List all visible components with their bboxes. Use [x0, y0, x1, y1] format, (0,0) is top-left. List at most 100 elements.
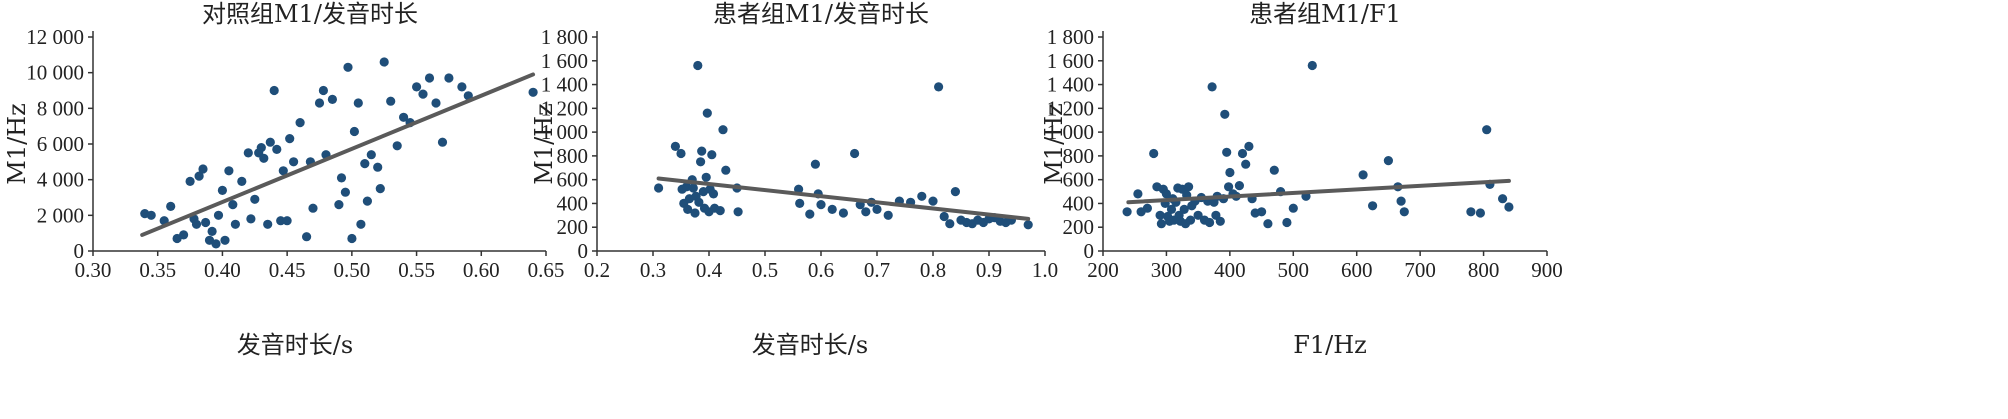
- y-tick-label: 1 200: [541, 96, 588, 120]
- scatter-point: [246, 214, 256, 224]
- y-tick-label: 6 000: [37, 132, 84, 156]
- scatter-point: [340, 187, 350, 197]
- scatter-point: [795, 198, 805, 208]
- scatter-point: [276, 216, 286, 226]
- scatter-point: [243, 148, 253, 158]
- x-tick-label: 0.30: [75, 258, 112, 282]
- scatter-point: [366, 150, 376, 160]
- scatter-point: [191, 219, 202, 229]
- scatter-point: [1466, 207, 1476, 217]
- x-tick-label: 0.6: [808, 258, 834, 282]
- y-tick-label: 800: [1063, 144, 1095, 168]
- scatter-point: [1222, 147, 1232, 157]
- y-tick-label: 1 400: [1047, 73, 1094, 97]
- scatter-point: [263, 219, 273, 229]
- scatter-point: [939, 211, 949, 222]
- scatter-point: [282, 216, 292, 226]
- x-axis-label: 发音时长/s: [237, 331, 353, 359]
- scatter-point: [1263, 219, 1273, 229]
- scatter-point: [1368, 201, 1378, 211]
- scatter-point: [379, 57, 389, 67]
- scatter-point: [816, 200, 826, 210]
- scatter-point: [1482, 125, 1492, 135]
- scatter-point: [289, 157, 299, 167]
- scatter-point: [654, 183, 664, 193]
- y-tick-label: 800: [557, 144, 589, 168]
- scatter-point: [228, 200, 238, 210]
- scatter-point: [707, 150, 717, 160]
- scatter-point: [295, 118, 305, 128]
- x-tick-label: 0.45: [269, 258, 306, 282]
- scatter-point: [179, 230, 189, 240]
- regression-line: [140, 72, 536, 237]
- scatter-point: [810, 159, 820, 169]
- scatter-point: [318, 85, 328, 96]
- y-tick-label: 2 000: [37, 203, 84, 227]
- scatter-point: [690, 208, 700, 218]
- scatter-point: [1224, 182, 1234, 192]
- scatter-point: [676, 148, 686, 159]
- x-tick-label: 0.65: [528, 258, 565, 282]
- scatter-point: [349, 126, 359, 137]
- scatter-point: [1023, 220, 1033, 230]
- x-tick-label: 0.5: [752, 258, 778, 282]
- scatter-point: [718, 125, 728, 135]
- scatter-point: [1475, 208, 1485, 218]
- scatter-point: [207, 226, 217, 236]
- scatter-point: [1396, 196, 1406, 206]
- scatter-point: [353, 98, 363, 108]
- y-axis-label: M1/Hz: [3, 103, 31, 185]
- scatter-point: [683, 204, 693, 214]
- y-tick-label: 1 000: [541, 120, 588, 144]
- scatter-point: [302, 232, 312, 242]
- scatter-point: [362, 196, 372, 206]
- scatter-point: [230, 219, 240, 229]
- scatter-point: [917, 191, 927, 201]
- scatter-point: [336, 173, 347, 183]
- x-tick-label: 500: [1278, 258, 1310, 282]
- scatter-point: [224, 166, 234, 176]
- scatter-point: [702, 108, 712, 118]
- scatter-point: [201, 217, 211, 228]
- scatter-point: [928, 196, 938, 206]
- scatter-point: [838, 208, 848, 218]
- scatter-point: [272, 144, 282, 154]
- y-tick-label: 10 000: [26, 61, 84, 85]
- y-tick-label: 4 000: [37, 168, 84, 192]
- scatter-point: [1234, 181, 1244, 191]
- scatter-point: [1225, 167, 1235, 178]
- scatter-point: [1307, 60, 1317, 71]
- scatter-point: [1184, 182, 1194, 192]
- x-tick-label: 700: [1404, 258, 1436, 282]
- y-tick-label: 600: [1063, 168, 1095, 192]
- scatter-point: [1358, 170, 1368, 180]
- chart-panel-3: 患者组M1/F1 0 200 400 600 800 1 000 1 200 1 400 1 60…: [1040, 0, 2008, 419]
- x-tick-label: 0.3: [640, 258, 666, 282]
- scatter-point: [1149, 148, 1159, 159]
- scatter-point: [1498, 194, 1508, 204]
- x-tick-label: 0.60: [463, 258, 500, 282]
- scatter-point: [347, 233, 357, 244]
- scatter-point: [1220, 109, 1230, 119]
- chart-title: 患者组M1/F1: [1249, 0, 1401, 28]
- y-axis-label: M1/Hz: [530, 103, 558, 185]
- scatter-point: [285, 134, 295, 144]
- x-tick-label: 0.35: [139, 258, 176, 282]
- scatter-point: [1207, 82, 1217, 92]
- scatter-point: [360, 159, 370, 169]
- y-tick-label: 1 600: [1047, 49, 1094, 73]
- scatter-point: [259, 153, 269, 163]
- x-tick-label: 0.9: [976, 258, 1002, 282]
- y-tick-label: 1 400: [541, 73, 588, 97]
- scatter-point: [269, 85, 279, 96]
- scatter-point: [334, 200, 344, 210]
- x-tick-label: 0.2: [584, 258, 610, 282]
- scatter-point: [418, 89, 428, 99]
- chart-svg: 对照组M1/发音时长 0 2 000 4 000 6 000 8 000 10 000 12 …: [3, 0, 564, 359]
- y-tick-label: 12 000: [26, 25, 84, 49]
- scatter-point: [1155, 210, 1165, 220]
- x-tick-label: 0.50: [333, 258, 370, 282]
